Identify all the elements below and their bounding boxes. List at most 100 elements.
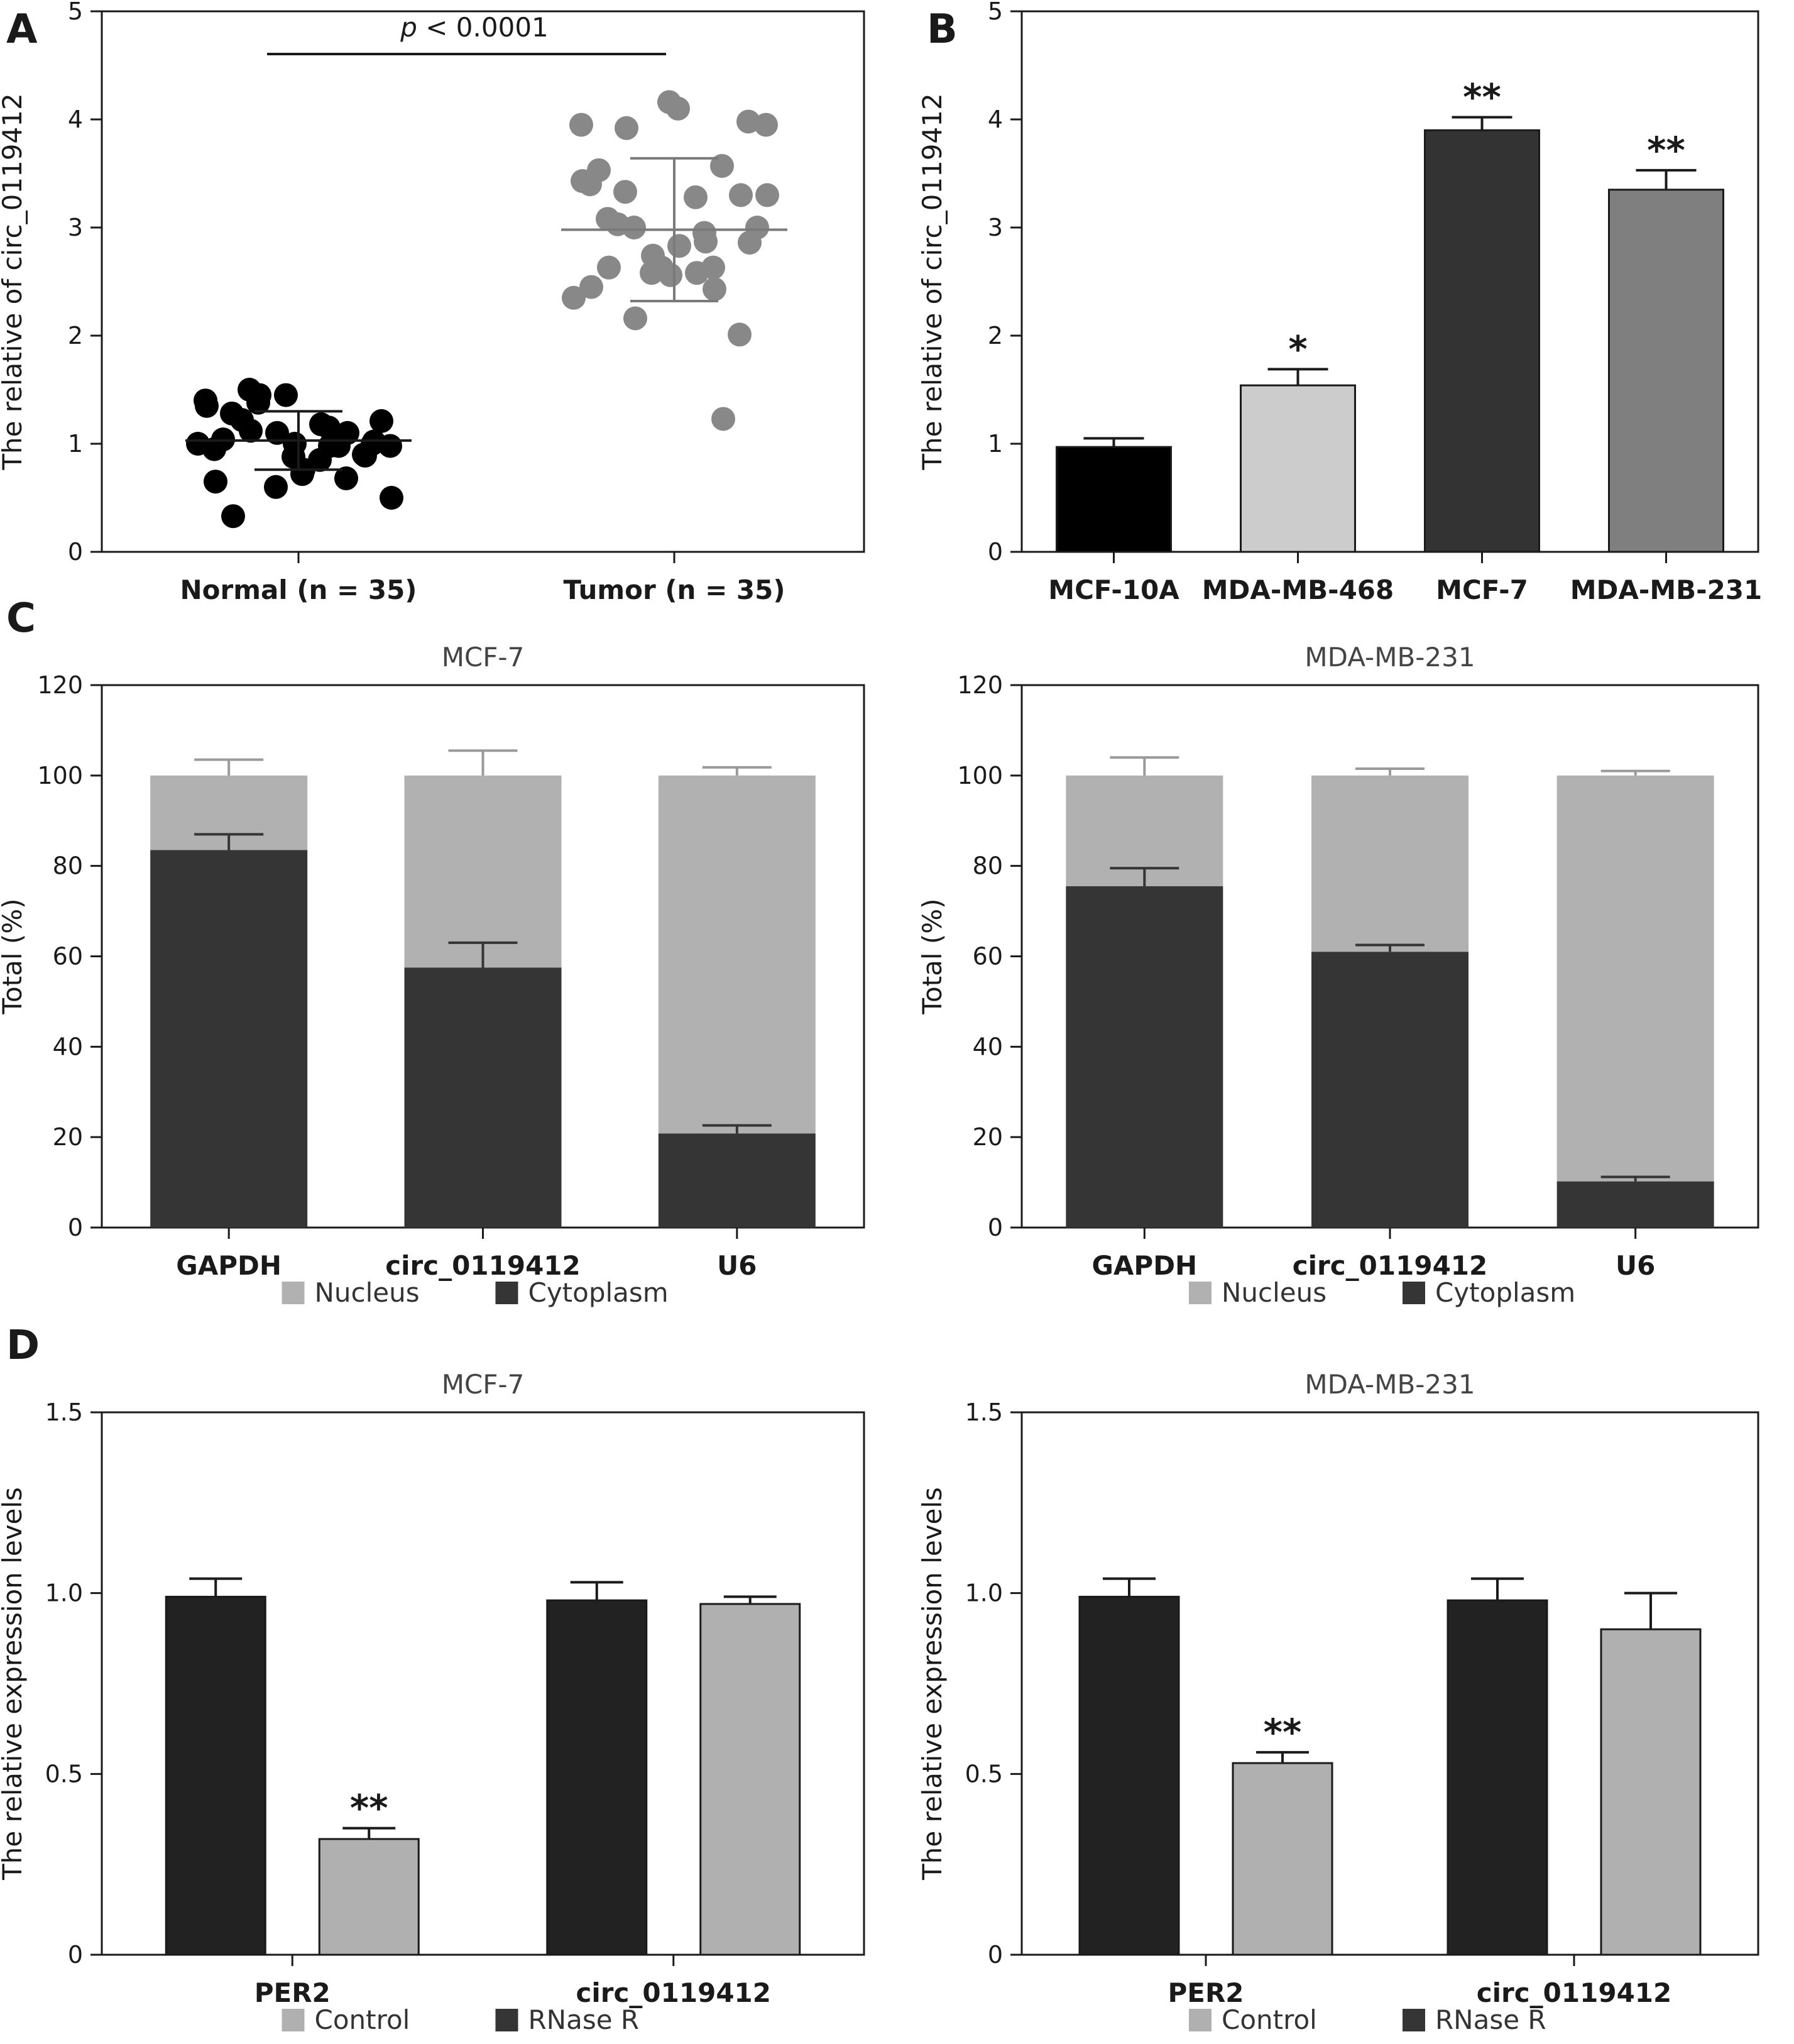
x-category-label: GAPDH (176, 1250, 282, 1281)
data-point (195, 393, 219, 418)
bar-segment-cytoplasm (1311, 952, 1469, 1228)
data-point (640, 261, 664, 285)
legend-swatch (282, 2009, 305, 2031)
data-point (615, 116, 638, 140)
y-tick-label: 0.5 (965, 1760, 1003, 1788)
y-tick-label: 1.5 (965, 1398, 1003, 1426)
chart-C2: 0 20 40 60 80 100 120 Total (%) MDA-MB-231 GAPDH c… (917, 642, 1759, 1308)
legend-label: Nucleus (315, 1277, 420, 1308)
data-point (327, 434, 351, 458)
significance-marker: ** (350, 1787, 388, 1830)
data-point (239, 419, 263, 443)
bar-segment-nucleus (1311, 775, 1469, 952)
x-category-label: MCF-7 (1436, 574, 1528, 605)
y-tick-label: 0 (988, 538, 1003, 566)
legend-label: Control (1222, 2004, 1317, 2035)
x-category-label: circ_0119412 (1293, 1250, 1487, 1281)
y-tick-label: 1 (988, 430, 1003, 458)
x-category-label: Normal (n = 35) (180, 574, 417, 605)
y-axis-title: The relative of circ_0119412 (0, 93, 28, 470)
panel-title: MDA-MB-231 (1304, 1369, 1475, 1400)
bar-rnase-r (699, 1603, 801, 1956)
x-category-label: circ_0119412 (385, 1250, 580, 1281)
y-tick-label: 100 (957, 762, 1003, 789)
data-point (369, 409, 393, 433)
panel-title: MDA-MB-231 (1304, 642, 1475, 673)
bar-segment-nucleus (658, 775, 816, 1134)
data-point (562, 285, 586, 310)
y-tick-label: 3 (988, 214, 1003, 241)
legend-label: RNase R (1435, 2004, 1546, 2035)
data-point (728, 322, 752, 347)
y-axis-title: The relative expression levels (0, 1487, 28, 1881)
data-point (587, 158, 611, 182)
bar (1424, 129, 1540, 553)
panel-letter: B (927, 6, 958, 53)
data-point (754, 113, 778, 137)
y-tick-label: 60 (53, 943, 83, 970)
data-point (204, 470, 227, 494)
plot-frame (101, 1411, 865, 1956)
panel-title: MCF-7 (442, 642, 525, 673)
data-point (623, 306, 647, 331)
data-point (755, 183, 779, 207)
bar-control (1447, 1599, 1548, 1956)
x-category-label: Tumor (n = 35) (563, 574, 785, 605)
y-axis-title: Total (%) (917, 898, 948, 1014)
data-point (265, 420, 289, 445)
y-tick-label: 0 (988, 1941, 1003, 1969)
y-tick-label: 60 (973, 943, 1003, 970)
y-tick-label: 40 (973, 1033, 1003, 1060)
bar-segment-cytoplasm (1556, 1181, 1714, 1228)
bar-segment-nucleus (1556, 775, 1714, 1182)
y-tick-label: 3 (68, 214, 83, 241)
legend-label: Nucleus (1222, 1277, 1326, 1308)
x-category-label: U6 (1616, 1250, 1655, 1281)
plot-frame (1020, 10, 1759, 553)
y-tick-label: 120 (37, 671, 83, 699)
data-point (694, 229, 718, 254)
data-point (736, 109, 760, 134)
chart-D1: 0 0.5 1.0 1.5 The relative expression levels… (0, 1369, 865, 2035)
legend-label: Control (315, 2004, 410, 2035)
significance-marker: ** (1264, 1711, 1302, 1754)
legend-swatch (495, 2009, 518, 2031)
plot-frame (101, 10, 865, 553)
data-point (684, 185, 708, 209)
data-point (703, 277, 726, 302)
y-tick-label: 40 (53, 1033, 83, 1060)
data-point (710, 153, 734, 178)
legend-label: Cytoplasm (528, 1277, 669, 1308)
legend-swatch (1403, 1282, 1425, 1304)
chart-B: 0 1 2 3 4 5 The relative of circ_0119412 MCF-10… (917, 0, 1762, 605)
x-category-label: PER2 (254, 1977, 331, 2008)
y-tick-label: 2 (988, 322, 1003, 349)
y-tick-label: 120 (957, 671, 1003, 699)
chart-A: 0 1 2 3 4 5 The relative of circ_0119412 Normal… (0, 0, 865, 605)
chart-C1: 0 20 40 60 80 100 120 Total (%) MCF-7 GAPDH circ_0… (0, 642, 865, 1308)
y-axis-title: The relative of circ_0119412 (917, 93, 948, 470)
y-tick-label: 5 (988, 0, 1003, 25)
y-tick-label: 0 (68, 538, 83, 566)
y-tick-label: 0.5 (45, 1760, 83, 1788)
y-axis-title: Total (%) (0, 898, 28, 1014)
legend-label: RNase R (528, 2004, 640, 2035)
data-point (667, 234, 691, 258)
data-point (353, 443, 377, 468)
y-tick-label: 20 (973, 1123, 1003, 1151)
data-point (220, 401, 244, 426)
data-point (221, 504, 245, 529)
x-category-label: MCF-10A (1048, 574, 1179, 605)
data-point (283, 432, 307, 456)
y-tick-label: 4 (988, 106, 1003, 133)
bar-segment-nucleus (404, 775, 562, 968)
data-point (308, 448, 332, 472)
data-point (641, 243, 665, 268)
data-point (729, 183, 753, 207)
bar-segment-cytoplasm (404, 967, 562, 1228)
bar-control (165, 1595, 266, 1956)
chart-D2: 0 0.5 1.0 1.5 The relative expression levels… (917, 1369, 1759, 2035)
bar (1608, 189, 1724, 553)
legend-swatch (495, 1282, 518, 1304)
